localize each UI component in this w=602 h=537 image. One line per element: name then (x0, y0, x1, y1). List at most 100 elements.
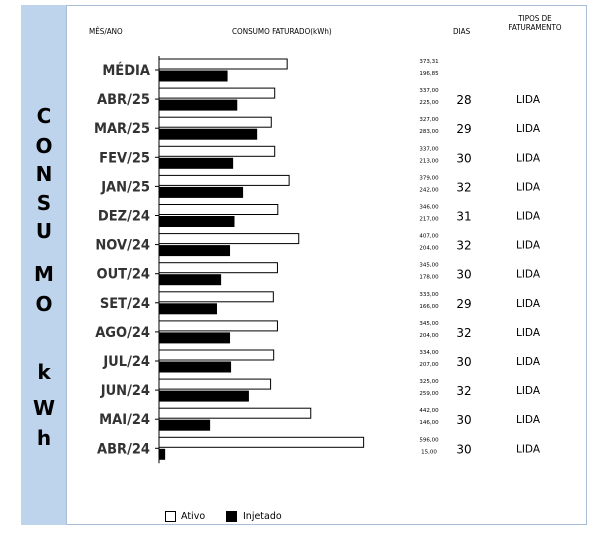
tipo-faturamento-cell: LIDA (516, 327, 541, 339)
injetado-value-label: 259,00 (419, 391, 439, 397)
injetado-bar (159, 448, 166, 460)
dias-cell: 29 (456, 122, 471, 136)
ativo-value-label: 373,31 (419, 59, 438, 65)
sidebar-letter: S (36, 191, 52, 215)
injetado-value-label: 15,00 (421, 449, 437, 455)
billing-type-header-line1: TIPOS DE (518, 14, 552, 23)
injetado-value-label: 166,00 (419, 304, 439, 310)
sidebar-letter: U (35, 219, 53, 243)
category-label: SET/24 (100, 296, 150, 312)
tipo-faturamento-cell: LIDA (516, 152, 541, 164)
ativo-bar (158, 174, 290, 186)
dias-cell: 30 (456, 413, 471, 427)
injetado-value-label: 178,00 (419, 275, 439, 281)
sidebar-letter: M (34, 262, 54, 286)
days-column-header: DIAS (453, 27, 471, 36)
ativo-bar (158, 116, 272, 128)
injetado-bar (159, 186, 244, 198)
ativo-bar (158, 145, 276, 157)
ativo-value-label: 345,00 (419, 321, 439, 327)
ativo-bar (158, 349, 275, 361)
injetado-bar (159, 99, 238, 111)
ativo-value-label: 337,00 (419, 146, 439, 152)
dias-cell: 31 (456, 210, 471, 224)
ativo-value-label: 379,00 (419, 175, 439, 181)
tipo-faturamento-cell: LIDA (516, 181, 541, 193)
tipo-faturamento-cell: LIDA (516, 414, 541, 426)
dias-cell: 32 (456, 239, 471, 253)
injetado-value-label: 207,00 (419, 362, 439, 368)
injetado-bar (159, 274, 222, 286)
injetado-bar (159, 332, 231, 344)
sidebar-letter: W (32, 396, 56, 420)
injetado-bar (159, 128, 258, 140)
injetado-bar (159, 303, 217, 315)
injetado-bar (159, 361, 232, 373)
injetado-bar (159, 390, 249, 402)
tipo-faturamento-cell: LIDA (516, 94, 541, 106)
injetado-value-label: 242,00 (419, 187, 439, 193)
consumo-kwh-sidebar (21, 5, 67, 525)
tipo-faturamento-cell: LIDA (516, 123, 541, 135)
dias-cell: 30 (456, 151, 471, 165)
dias-cell: 29 (456, 297, 471, 311)
category-label: JAN/25 (100, 179, 150, 195)
sidebar-letter: O (35, 292, 53, 316)
billing-type-header-line2: FATURAMENTO (508, 23, 562, 32)
injetado-bar (159, 245, 231, 257)
ativo-bar (158, 407, 312, 419)
tipo-faturamento-cell: LIDA (516, 298, 541, 310)
ativo-value-label: 327,00 (419, 117, 439, 123)
category-label: ABR/24 (97, 441, 150, 457)
ativo-value-label: 596,00 (419, 437, 439, 443)
tipo-faturamento-cell: LIDA (516, 356, 541, 368)
category-label: NOV/24 (95, 238, 150, 254)
injetado-bar (159, 419, 211, 431)
dias-cell: 32 (456, 326, 471, 340)
sidebar-letter: C (36, 104, 52, 128)
injetado-value-label: 204,00 (419, 246, 439, 252)
sidebar-letter: k (37, 360, 51, 384)
ativo-value-label: 346,00 (419, 205, 439, 211)
category-label: JUL/24 (102, 354, 150, 370)
injetado-value-label: 213,00 (419, 158, 439, 164)
injetado-bar (159, 70, 228, 82)
dias-cell: 32 (456, 384, 471, 398)
ativo-value-label: 442,00 (419, 408, 439, 414)
ativo-bar (158, 262, 278, 274)
dias-cell: 28 (456, 93, 471, 107)
category-label: AGO/24 (95, 325, 150, 341)
sidebar-letter: O (35, 134, 53, 158)
dias-cell: 32 (456, 180, 471, 194)
ativo-value-label: 337,00 (419, 88, 439, 94)
ativo-value-label: 325,00 (419, 379, 439, 385)
ativo-value-label: 333,00 (419, 292, 439, 298)
ativo-bar (158, 320, 278, 332)
tipo-faturamento-cell: LIDA (516, 240, 541, 252)
category-label: MÉDIA (102, 62, 151, 79)
category-label: MAR/25 (94, 121, 150, 137)
injetado-value-label: 196,85 (419, 71, 439, 77)
ativo-bar (158, 233, 300, 245)
injetado-value-label: 146,00 (419, 420, 439, 426)
tipo-faturamento-cell: LIDA (516, 385, 541, 397)
consumption-column-header: CONSUMO FATURADO(kWh) (232, 27, 332, 36)
legend-injetado-label: Injetado (243, 511, 282, 522)
category-label: DEZ/24 (98, 209, 150, 225)
ativo-bar (158, 58, 288, 70)
legend-ativo-label: Ativo (181, 511, 206, 522)
ativo-bar (158, 378, 272, 390)
category-label: OUT/24 (97, 267, 151, 283)
tipo-faturamento-cell: LIDA (516, 443, 541, 455)
injetado-value-label: 204,00 (419, 333, 439, 339)
category-label: ABR/25 (97, 92, 150, 108)
legend-injetado-swatch (226, 511, 237, 522)
sidebar-letter: N (35, 162, 53, 186)
category-label: FEV/25 (99, 150, 150, 166)
sidebar-letter: h (36, 426, 52, 450)
dias-cell: 30 (456, 268, 471, 282)
ativo-value-label: 345,00 (419, 263, 439, 269)
ativo-bar (158, 87, 276, 99)
ativo-bar (158, 291, 274, 303)
